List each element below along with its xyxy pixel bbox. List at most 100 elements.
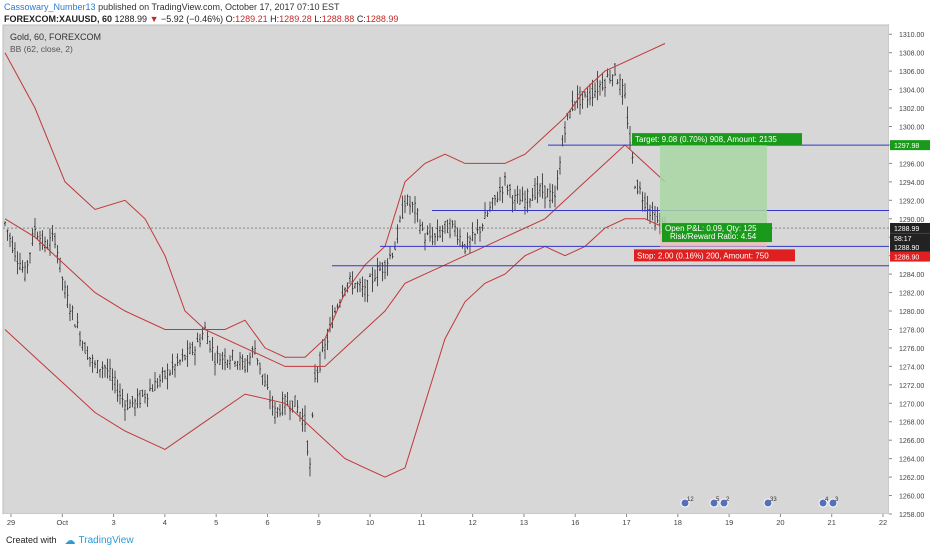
event-flag-icon: [719, 498, 729, 508]
symbol-label: FOREXCOM:XAUUSD, 60: [4, 14, 113, 24]
tradingview-logo-icon: ☁: [64, 534, 76, 547]
y-tick-label: 1308.00: [899, 51, 924, 58]
x-tick-label: 4: [163, 518, 167, 527]
low-value: 1288.88: [321, 14, 355, 24]
stop-label-bg: [634, 249, 795, 262]
event-count: 2: [726, 497, 730, 503]
plot-area[interactable]: [2, 24, 890, 515]
y-tick-label: 1276.00: [899, 346, 924, 353]
low-label: L:: [314, 14, 322, 24]
y-tick-label: 1310.00: [899, 32, 924, 39]
event-flag-icon: [680, 498, 690, 508]
open-value: 1289.21: [235, 14, 268, 24]
y-tick-label: 1304.00: [899, 88, 924, 95]
x-tick-label: Oct: [56, 518, 69, 527]
y-tick-label: 1272.00: [899, 383, 924, 390]
y-tick-label: 1266.00: [899, 438, 924, 445]
event-flag-icon: [828, 498, 838, 508]
bb-lower-line: [4, 218, 666, 478]
x-tick-label: 9: [317, 518, 321, 527]
y-tick-label: 1268.00: [899, 420, 924, 427]
price-tag-label: 58:17: [894, 236, 912, 243]
x-tick-label: 20: [776, 518, 784, 527]
time-axis[interactable]: [3, 514, 889, 530]
price-chart[interactable]: Gold, 60, FOREXCOM BB (62, close, 2) 131…: [0, 0, 932, 530]
created-with-text: Created with: [6, 535, 57, 545]
x-tick-label: 3: [112, 518, 116, 527]
price-tag: [890, 251, 930, 262]
bb-middle-line: [4, 144, 666, 367]
price-tag-label: 1286.90: [894, 255, 919, 262]
y-tick-label: 1274.00: [899, 364, 924, 371]
high-label: H:: [270, 14, 280, 24]
event-flag-icon: [818, 498, 828, 508]
y-tick-label: 1258.00: [899, 512, 924, 519]
publish-info: Cassowary_Number13 published on TradingV…: [4, 2, 340, 12]
close-label: C:: [356, 14, 366, 24]
price-tag: [890, 241, 930, 252]
x-tick-label: 29: [7, 518, 15, 527]
event-flag-icon: [763, 498, 773, 508]
y-tick-label: 1260.00: [899, 494, 924, 501]
y-tick-label: 1264.00: [899, 457, 924, 464]
price-tag-label: 1288.99: [894, 226, 919, 233]
price-tag: [890, 140, 930, 151]
x-tick-label: 5: [214, 518, 218, 527]
price-tag: [890, 233, 930, 244]
x-tick-label: 6: [265, 518, 269, 527]
event-count: 33: [770, 497, 777, 503]
x-tick-label: 16: [571, 518, 579, 527]
y-tick-label: 1302.00: [899, 106, 924, 113]
risk-reward-label: Risk/Reward Ratio: 4.54: [670, 232, 757, 241]
footer: Created with ☁ TradingView: [0, 530, 932, 550]
close-value: 1288.99: [365, 14, 399, 24]
indicator-label: BB (62, close, 2): [10, 44, 73, 54]
y-tick-label: 1292.00: [899, 198, 924, 205]
y-tick-label: 1294.00: [899, 180, 924, 187]
event-count: 5: [716, 497, 720, 503]
y-tick-label: 1262.00: [899, 475, 924, 482]
pnl-label-bg: [662, 223, 772, 243]
y-tick-label: 1282.00: [899, 291, 924, 298]
pnl-label: Open P&L: 0.09, Qty: 125: [665, 224, 757, 233]
x-tick-label: 13: [520, 518, 528, 527]
x-tick-label: 17: [622, 518, 630, 527]
y-tick-label: 1300.00: [899, 124, 924, 131]
price-tag: [890, 222, 930, 233]
price-tag-label: 1288.90: [894, 245, 919, 252]
y-tick-label: 1296.00: [899, 161, 924, 168]
high-value: 1289.28: [279, 14, 312, 24]
target-label-bg: [632, 133, 802, 146]
event-flag-icon: [709, 498, 719, 508]
author-link[interactable]: Cassowary_Number13: [4, 2, 96, 12]
y-tick-label: 1290.00: [899, 217, 924, 224]
publish-text: published on TradingView.com, October 17…: [98, 2, 340, 12]
y-tick-label: 1284.00: [899, 272, 924, 279]
event-count: 3: [835, 497, 839, 503]
x-tick-label: 11: [417, 518, 425, 527]
price-axis[interactable]: [889, 25, 932, 514]
target-label: Target: 9.08 (0.70%) 908, Amount: 2135: [635, 135, 777, 144]
x-tick-label: 18: [674, 518, 682, 527]
change-value: −5.92 (−0.46%): [161, 14, 224, 24]
y-tick-label: 1278.00: [899, 327, 924, 334]
event-count: 12: [687, 497, 694, 503]
target-zone: [660, 145, 767, 229]
price-tag-label: 1297.98: [894, 143, 919, 150]
bb-upper-line: [4, 43, 666, 358]
x-tick-label: 10: [366, 518, 374, 527]
x-tick-label: 22: [879, 518, 887, 527]
last-price: 1288.99: [114, 14, 148, 24]
stop-label: Stop: 2.00 (0.16%) 200, Amount: 750: [637, 251, 769, 260]
x-tick-label: 21: [828, 518, 836, 527]
open-label: O:: [225, 14, 236, 24]
tradingview-brand[interactable]: TradingView: [78, 534, 134, 546]
chart-title: Gold, 60, FOREXCOM: [10, 32, 101, 42]
y-tick-label: 1270.00: [899, 401, 924, 408]
y-tick-label: 1280.00: [899, 309, 924, 316]
y-tick-label: 1306.00: [899, 69, 924, 76]
event-count: 4: [825, 497, 829, 503]
x-tick-label: 12: [468, 518, 476, 527]
x-tick-label: 19: [725, 518, 733, 527]
change-arrow-icon: ▼: [149, 14, 159, 24]
